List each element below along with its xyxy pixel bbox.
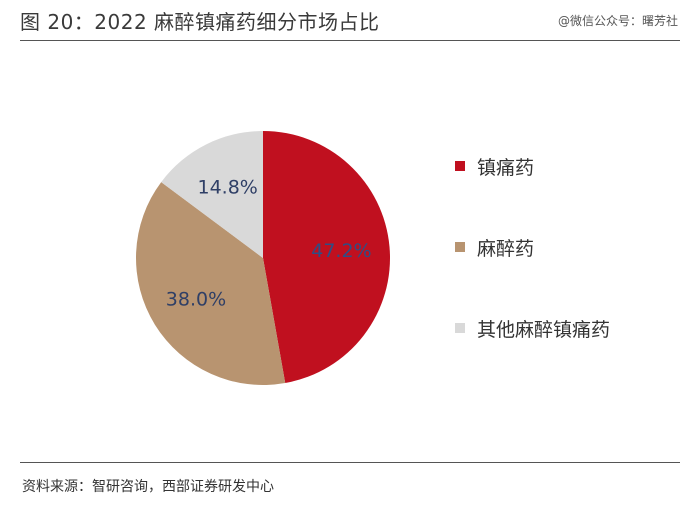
source-note: 资料来源：智研咨询，西部证券研发中心 xyxy=(22,479,274,495)
data-label-2: 38.0% xyxy=(166,288,226,310)
legend-swatch xyxy=(455,242,465,252)
legend-item-1: 镇痛药 xyxy=(455,154,685,179)
chart-legend: 镇痛药麻醉药其他麻醉镇痛药 xyxy=(455,154,685,397)
legend-label: 其他麻醉镇痛药 xyxy=(477,318,611,341)
legend-item-2: 麻醉药 xyxy=(455,235,685,260)
pie-slice-3 xyxy=(161,131,263,258)
data-label-3: 14.8% xyxy=(198,177,258,199)
footer-divider xyxy=(20,462,680,463)
pie-slice-1 xyxy=(263,131,391,384)
pie-slices xyxy=(136,131,391,386)
legend-swatch xyxy=(455,161,465,171)
data-label-1: 47.2% xyxy=(311,240,371,262)
legend-item-3: 其他麻醉镇痛药 xyxy=(455,316,685,341)
title-divider xyxy=(20,40,680,41)
pie-slice-2 xyxy=(136,182,286,386)
watermark-text: @微信公众号：曙芳社 xyxy=(557,14,678,28)
pie-data-labels: 47.2% 38.0% 14.8% xyxy=(166,177,372,311)
legend-label: 镇痛药 xyxy=(477,156,535,179)
legend-swatch xyxy=(455,323,465,333)
legend-label: 麻醉药 xyxy=(477,237,535,260)
chart-title: 图 20：2022 麻醉镇痛药细分市场占比 xyxy=(20,10,380,34)
